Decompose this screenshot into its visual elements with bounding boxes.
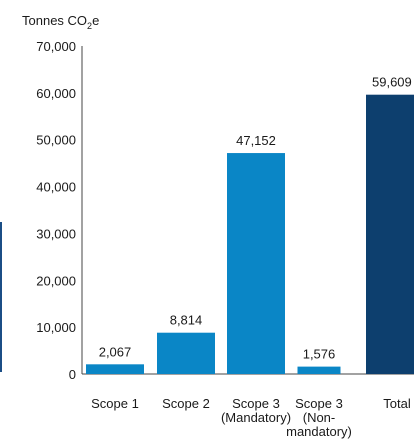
bar [366, 94, 414, 374]
x-category-label: mandatory) [286, 424, 352, 439]
y-tick-label: 0 [69, 367, 76, 382]
bar-value-label: 59,609 [372, 75, 412, 90]
y-axis-title-suffix: e [92, 13, 99, 28]
y-tick-label: 20,000 [36, 273, 76, 288]
bar [227, 153, 285, 374]
x-category-label: Scope 2 [162, 396, 210, 411]
x-category-label: (Mandatory) [221, 410, 291, 425]
y-axis-title-subscript: 2 [87, 21, 92, 31]
bar-value-label: 1,576 [303, 347, 336, 362]
bar-value-label: 47,152 [236, 133, 276, 148]
left-edge-mark [0, 222, 2, 372]
y-axis-title: Tonnes CO2e [22, 13, 99, 31]
y-tick-label: 30,000 [36, 226, 76, 241]
y-axis-ticks: 0 10,000 20,000 30,000 40,000 50,000 60,000 70,… [36, 39, 76, 382]
y-tick-label: 60,000 [36, 86, 76, 101]
bar-value-label: 8,814 [170, 313, 203, 328]
value-labels-group: 2,067 8,814 47,152 1,576 59,609 [99, 75, 412, 362]
x-category-label: Scope 3 [295, 396, 343, 411]
bar [157, 332, 215, 374]
x-category-label: Scope 1 [91, 396, 139, 411]
x-category-label: Total [383, 396, 411, 411]
y-tick-label: 40,000 [36, 180, 76, 195]
bar [86, 364, 144, 374]
y-tick-label: 70,000 [36, 39, 76, 54]
y-tick-label: 50,000 [36, 133, 76, 148]
bars-group [86, 94, 414, 374]
y-tick-label: 10,000 [36, 320, 76, 335]
x-axis-labels: Scope 1 Scope 2 Scope 3(Mandatory)Scope 3(… [91, 396, 411, 439]
x-category-label: (Non- [303, 410, 336, 425]
x-category-label: Scope 3 [232, 396, 280, 411]
bar-value-label: 2,067 [99, 344, 132, 359]
bar [297, 366, 341, 374]
